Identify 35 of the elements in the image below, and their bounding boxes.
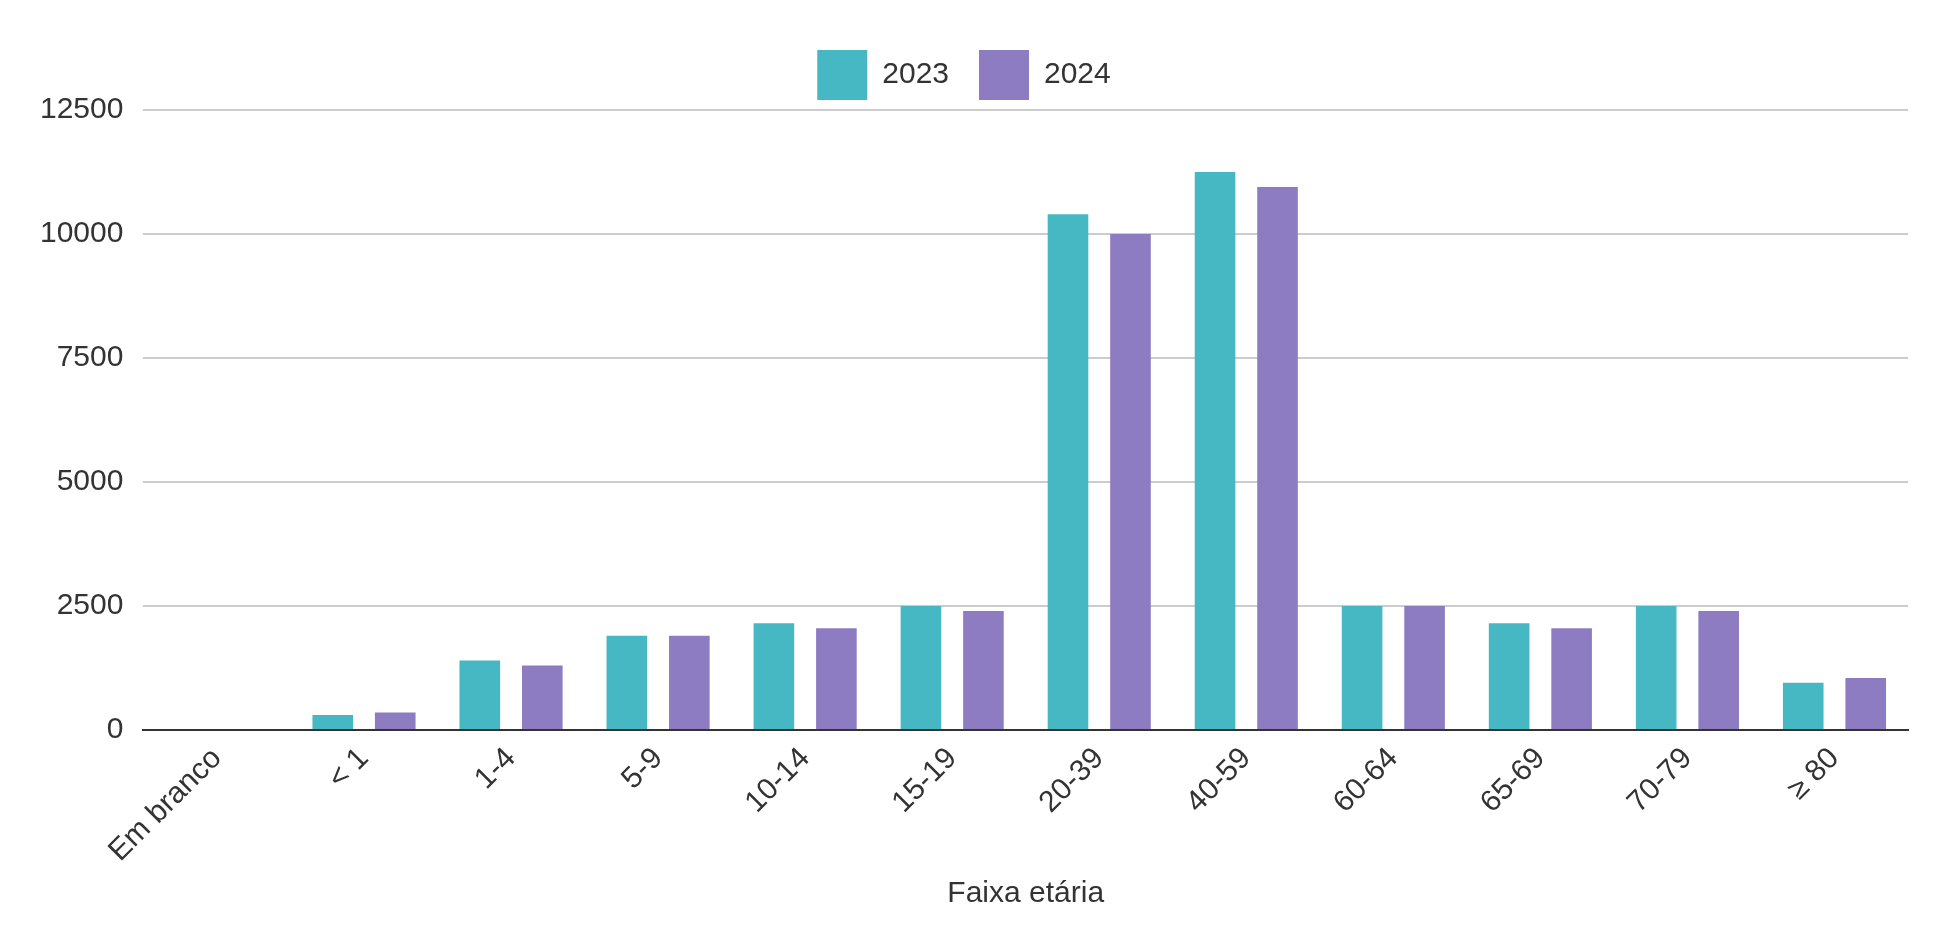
bar (1257, 186, 1298, 729)
x-axis-title: Faixa etária (947, 875, 1105, 909)
bar (900, 605, 942, 729)
y-tick-label: 5000 (56, 463, 124, 497)
y-tick-label: 0 (106, 711, 124, 745)
bar (374, 712, 416, 729)
bar (459, 660, 501, 729)
legend-label: 2024 (1044, 56, 1111, 90)
bar (1698, 610, 1739, 729)
bar (1551, 628, 1592, 729)
bar (1845, 677, 1887, 729)
bar (1404, 605, 1445, 729)
bar (669, 635, 710, 729)
y-tick-label: 12500 (39, 91, 124, 125)
bar (963, 610, 1004, 729)
x-tick-label: < 1 (320, 740, 375, 794)
legend-label: 2023 (882, 56, 950, 90)
bar (1194, 172, 1236, 729)
bar (1782, 682, 1824, 729)
y-tick-label: 10000 (39, 215, 124, 249)
bar (1110, 233, 1151, 729)
bar (1488, 623, 1530, 729)
bar (312, 715, 354, 729)
x-tick-label: ≥ 80 (1780, 740, 1845, 805)
bar (1635, 605, 1677, 729)
x-tick-label: 5-9 (614, 740, 669, 795)
bar (816, 628, 857, 729)
x-tick-label: 1-4 (467, 740, 522, 795)
bar (753, 623, 795, 729)
bar (521, 665, 563, 729)
bar (606, 635, 648, 729)
y-tick-label: 2500 (56, 587, 124, 621)
bar (1341, 605, 1383, 729)
bar (1047, 214, 1089, 729)
y-tick-label: 7500 (56, 339, 124, 373)
